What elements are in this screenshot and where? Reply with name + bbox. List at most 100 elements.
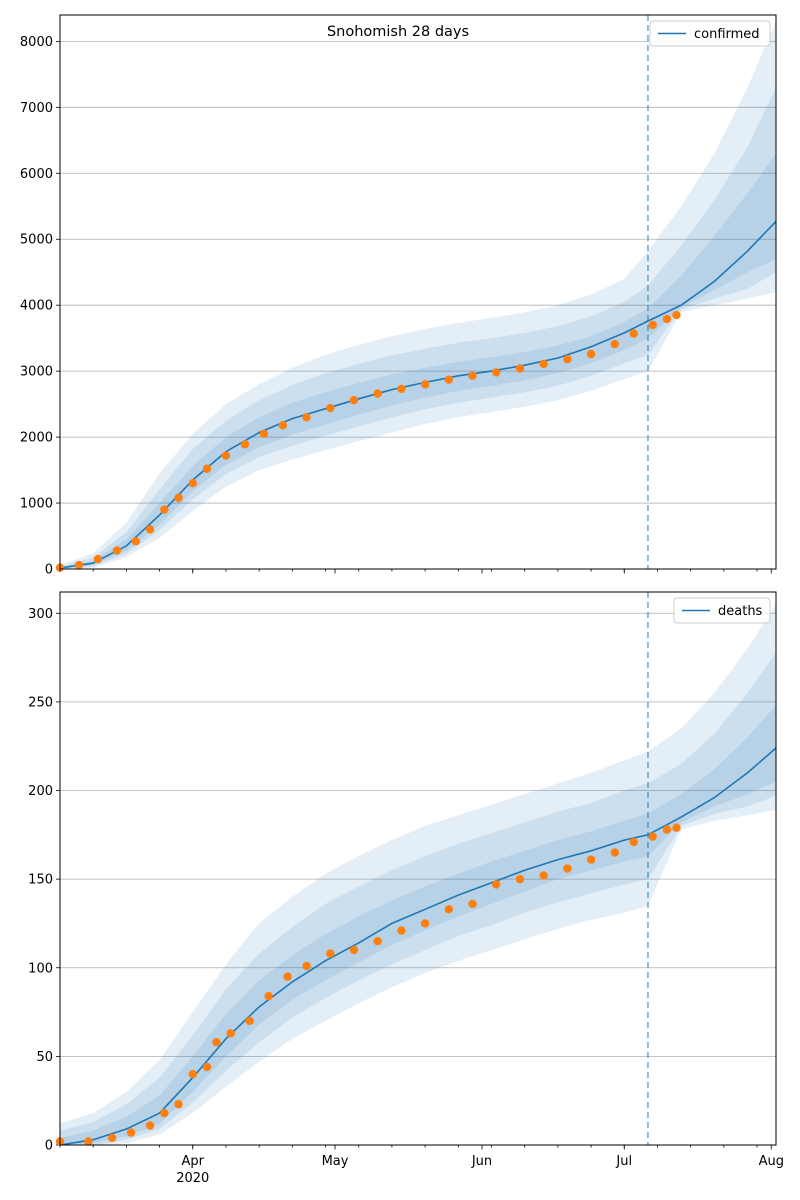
observed-point [84, 1137, 93, 1146]
observed-point [492, 368, 501, 377]
observed-point [264, 991, 273, 1001]
observed-point [444, 905, 454, 914]
confidence-band [60, 87, 776, 569]
x-tick-label: Aug [759, 1154, 784, 1169]
observed-point [672, 823, 681, 832]
legend-label: confirmed [694, 27, 760, 42]
y-tick-label: 300 [28, 607, 53, 622]
y-tick-label: 2000 [20, 431, 53, 446]
observed-point [349, 395, 359, 405]
observed-point [131, 537, 141, 546]
observed-point [240, 440, 250, 449]
confidence-band [60, 705, 776, 1145]
x-tick-label: May [322, 1154, 349, 1169]
observed-point [539, 871, 548, 880]
y-tick-label: 1000 [20, 497, 53, 512]
y-tick-label: 4000 [20, 299, 53, 314]
observed-point [492, 880, 501, 889]
confidence-band [60, 604, 776, 1145]
observed-point [302, 961, 311, 971]
observed-point [468, 899, 477, 909]
x-tick-sublabel: 2020 [176, 1171, 209, 1186]
observed-point [174, 493, 183, 502]
y-tick-label: 7000 [20, 101, 53, 116]
confirmed-chart: 0 1000 2000 3000 4000 5000 6000 7000 8000 confirm… [20, 14, 777, 578]
x-tick-label: Jul [615, 1154, 632, 1169]
observed-point [188, 1069, 197, 1079]
observed-point [126, 1128, 136, 1137]
observed-point [74, 560, 84, 570]
observed-point [326, 403, 335, 413]
observed-point [563, 864, 572, 873]
observed-point [302, 413, 311, 422]
axes-frame [59, 14, 777, 570]
deaths-chart: 0 50 100 150 200 250 300 Apr 2020 May Jun Jul Aug dea… [28, 591, 784, 1186]
y-tick-label: 250 [28, 695, 53, 710]
observed-point [349, 945, 359, 955]
observed-point [202, 1062, 212, 1072]
observed-point [160, 1108, 169, 1118]
observed-point [373, 389, 382, 398]
y-tick-label: 100 [28, 961, 53, 976]
observed-point [648, 832, 657, 841]
observed-point [648, 320, 657, 330]
confidence-band [60, 21, 776, 570]
observed-point [188, 479, 197, 488]
y-tick-label: 0 [45, 563, 53, 578]
observed-point [226, 1029, 235, 1038]
observed-point [174, 1100, 183, 1109]
observed-point [586, 349, 596, 359]
observed-point [629, 837, 638, 847]
x-tick-label: Jun [471, 1154, 492, 1169]
observed-point [610, 339, 619, 349]
observed-point [160, 505, 169, 514]
observed-point [373, 936, 382, 946]
observed-point [212, 1037, 221, 1047]
observed-point [112, 546, 122, 555]
observed-point [629, 329, 638, 338]
observed-point [444, 375, 454, 384]
observed-point [326, 949, 335, 958]
series-line-deaths [59, 747, 777, 1146]
observed-point [539, 359, 548, 369]
observed-point [610, 848, 619, 857]
observed-point [397, 926, 406, 935]
y-tick-label: 200 [28, 784, 53, 799]
observed-point [202, 464, 212, 473]
observed-point [245, 1016, 254, 1026]
observed-point [420, 919, 430, 928]
observed-point [662, 825, 672, 834]
confidence-band [60, 652, 776, 1145]
observed-point [145, 1121, 155, 1130]
observed-point [662, 314, 672, 324]
observed-point [93, 554, 103, 564]
observed-point [515, 364, 525, 373]
observed-point [468, 371, 477, 380]
observed-point [672, 310, 681, 320]
observed-point [145, 525, 155, 534]
observed-point [221, 451, 231, 460]
observed-point [278, 421, 288, 430]
y-tick-label: 3000 [20, 365, 53, 380]
observed-point [563, 355, 572, 364]
figure-title: Snohomish 28 days [327, 24, 469, 40]
x-tick-label: Apr [182, 1154, 205, 1169]
legend-box [649, 20, 771, 47]
axes-frame [59, 591, 777, 1146]
y-tick-label: 50 [36, 1050, 53, 1065]
observed-point [259, 429, 269, 438]
legend-label: deaths [718, 604, 763, 619]
y-tick-label: 6000 [20, 167, 53, 182]
observed-point [283, 972, 292, 981]
observed-point [586, 855, 596, 864]
observed-point [107, 1133, 117, 1143]
y-tick-label: 0 [45, 1139, 53, 1154]
y-tick-label: 150 [28, 873, 53, 888]
observed-point [515, 874, 525, 884]
y-tick-label: 5000 [20, 233, 53, 248]
observed-point [420, 380, 430, 389]
observed-point [397, 384, 406, 394]
legend-box [673, 597, 771, 624]
y-tick-label: 8000 [20, 35, 53, 50]
